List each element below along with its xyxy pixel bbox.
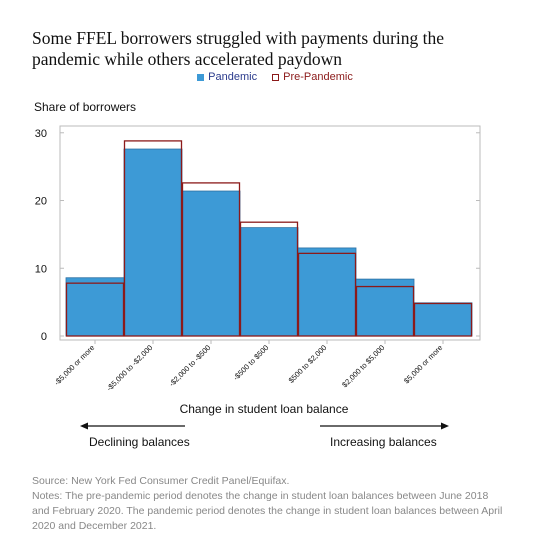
bar-pandemic-0: [65, 277, 125, 337]
x-tick-label: $2,000 to $5,000: [340, 343, 386, 389]
legend-item-pre-pandemic: Pre-Pandemic: [272, 71, 353, 83]
source-note: Source: New York Fed Consumer Credit Pan…: [32, 475, 290, 487]
bar-pandemic-5: [355, 278, 415, 337]
x-tick-label: -$500 to $500: [231, 343, 270, 382]
legend-swatch-pandemic: [197, 73, 205, 81]
increasing-balances-label: Increasing balances: [330, 435, 437, 449]
legend: Pandemic Pre-Pandemic: [0, 71, 550, 84]
x-tick-label: $500 to $2,000: [287, 343, 329, 385]
bar-pandemic-6: [413, 302, 473, 337]
legend-swatch-pre-pandemic: [272, 73, 280, 81]
y-tick-label: 20: [35, 196, 47, 208]
bar-pre-pandemic-2: [181, 182, 241, 337]
declining-balances-label: Declining balances: [89, 435, 190, 449]
x-axis-label: Change in student loan balance: [180, 402, 349, 416]
x-tick-label: -$5,000 to -$2,000: [105, 343, 155, 393]
y-axis-label: Share of borrowers: [34, 100, 136, 114]
y-tick-label: 30: [35, 128, 47, 140]
y-tick-label: 10: [35, 263, 47, 275]
legend-label-pandemic: Pandemic: [208, 71, 258, 83]
legend-item-pandemic: Pandemic: [197, 71, 257, 83]
x-tick-label: -$2,000 to -$500: [167, 343, 212, 388]
bar-pre-pandemic-6: [413, 302, 473, 337]
bar-pandemic-3: [239, 227, 299, 337]
bar-pandemic-2: [181, 190, 241, 337]
legend-label-pre-pandemic: Pre-Pandemic: [283, 71, 353, 83]
bar-pre-pandemic-5: [355, 285, 415, 337]
notes-text: Notes: The pre-pandemic period denotes t…: [32, 490, 503, 532]
plot-area: [59, 125, 481, 341]
bar-pandemic-4: [297, 247, 357, 337]
x-tick-label: -$5,000 or more: [52, 343, 96, 387]
x-tick-label: $5,000 or more: [402, 343, 444, 385]
bar-pre-pandemic-3: [239, 221, 299, 337]
bar-pre-pandemic-0: [65, 282, 125, 337]
bar-chart: Share of borrowers 0 10 20 30 -$5,000 or mo…: [34, 100, 481, 449]
bar-pre-pandemic-4: [297, 252, 357, 337]
bar-pre-pandemic-1: [123, 140, 183, 337]
y-tick-label: 0: [41, 331, 47, 343]
declining-arrow: [80, 422, 185, 430]
increasing-arrow: [320, 422, 449, 430]
chart-title: Some FFEL borrowers struggled with payme…: [32, 28, 445, 69]
bar-pandemic-1: [123, 148, 183, 337]
